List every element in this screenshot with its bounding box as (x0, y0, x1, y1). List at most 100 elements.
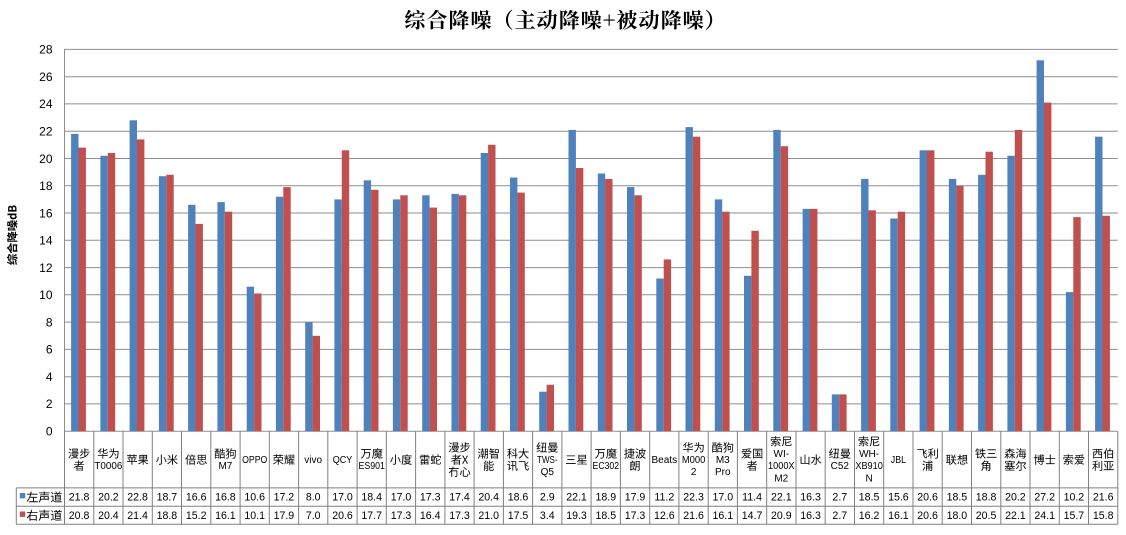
svg-text:17.4: 17.4 (449, 492, 470, 504)
svg-text:11.4: 11.4 (742, 492, 762, 504)
svg-text:10.1: 10.1 (244, 510, 265, 522)
svg-text:ES901: ES901 (358, 461, 385, 472)
svg-text:20.5: 20.5 (976, 510, 997, 522)
svg-text:M3: M3 (716, 455, 730, 466)
svg-text:2.7: 2.7 (832, 492, 847, 504)
svg-text:17.0: 17.0 (712, 492, 733, 504)
svg-text:17.0: 17.0 (332, 492, 353, 504)
svg-text:Beats: Beats (652, 455, 678, 466)
svg-text:10.2: 10.2 (1064, 492, 1085, 504)
svg-text:17.3: 17.3 (625, 510, 646, 522)
svg-text:Q5: Q5 (541, 467, 555, 478)
svg-text:20.2: 20.2 (98, 492, 119, 504)
svg-text:14.7: 14.7 (742, 510, 763, 522)
svg-text:0: 0 (46, 425, 53, 439)
svg-text:22.1: 22.1 (1005, 510, 1026, 522)
svg-text:10.6: 10.6 (244, 492, 265, 504)
svg-text:21.8: 21.8 (69, 492, 90, 504)
svg-text:4: 4 (46, 370, 53, 384)
svg-text:JBL: JBL (891, 455, 907, 466)
svg-text:15.7: 15.7 (1064, 510, 1085, 522)
svg-text:20.6: 20.6 (332, 510, 353, 522)
svg-text:8.0: 8.0 (306, 492, 321, 504)
svg-text:15.6: 15.6 (888, 492, 909, 504)
svg-text:17.2: 17.2 (274, 492, 295, 504)
svg-text:2.9: 2.9 (540, 492, 555, 504)
svg-text:18: 18 (39, 179, 53, 193)
svg-text:18.5: 18.5 (859, 492, 880, 504)
svg-text:22: 22 (39, 125, 53, 139)
svg-text:M000: M000 (682, 455, 706, 466)
svg-text:16.4: 16.4 (420, 510, 441, 522)
svg-text:20.6: 20.6 (917, 492, 938, 504)
svg-text:7.0: 7.0 (306, 510, 321, 522)
svg-text:18.9: 18.9 (595, 492, 616, 504)
svg-text:6: 6 (46, 343, 53, 357)
svg-text:17.9: 17.9 (625, 492, 646, 504)
svg-text:2: 2 (691, 467, 697, 478)
svg-text:17.3: 17.3 (449, 510, 470, 522)
svg-text:27.2: 27.2 (1034, 492, 1055, 504)
svg-text:10: 10 (39, 288, 53, 302)
svg-text:19.3: 19.3 (566, 510, 587, 522)
svg-text:T0006: T0006 (94, 461, 122, 472)
svg-text:21.6: 21.6 (683, 510, 704, 522)
svg-text:21.6: 21.6 (1093, 492, 1114, 504)
svg-text:20.6: 20.6 (917, 510, 938, 522)
svg-text:EC302: EC302 (593, 461, 620, 472)
svg-text:1000X: 1000X (768, 461, 795, 472)
svg-text:3.4: 3.4 (540, 510, 555, 522)
svg-text:17.3: 17.3 (391, 510, 412, 522)
svg-text:18.7: 18.7 (157, 492, 178, 504)
svg-text:18.8: 18.8 (976, 492, 997, 504)
svg-text:Pro: Pro (715, 467, 731, 478)
svg-text:21.4: 21.4 (127, 510, 148, 522)
svg-text:M2: M2 (774, 473, 788, 484)
svg-text:12.6: 12.6 (654, 510, 675, 522)
svg-text:16.8: 16.8 (215, 492, 236, 504)
svg-text:26: 26 (39, 70, 53, 84)
svg-text:20.4: 20.4 (98, 510, 119, 522)
svg-text:2.7: 2.7 (832, 510, 847, 522)
svg-text:WH-: WH- (859, 449, 879, 460)
svg-text:28: 28 (39, 43, 53, 57)
svg-text:M7: M7 (218, 461, 232, 472)
svg-text:18.8: 18.8 (157, 510, 178, 522)
svg-text:18.6: 18.6 (508, 492, 529, 504)
svg-text:22.1: 22.1 (771, 492, 792, 504)
svg-text:24.1: 24.1 (1034, 510, 1055, 522)
svg-text:QCY: QCY (333, 455, 353, 466)
svg-text:22.1: 22.1 (566, 492, 587, 504)
svg-text:20: 20 (39, 152, 53, 166)
svg-text:17.9: 17.9 (274, 510, 295, 522)
svg-text:8: 8 (46, 315, 53, 329)
svg-text:18.5: 18.5 (947, 492, 968, 504)
svg-text:16: 16 (39, 206, 53, 220)
svg-text:17.5: 17.5 (508, 510, 529, 522)
svg-text:WI-: WI- (774, 449, 790, 460)
svg-text:14: 14 (39, 234, 53, 248)
svg-text:16.2: 16.2 (859, 510, 880, 522)
svg-text:15.8: 15.8 (1093, 510, 1114, 522)
svg-text:OPPO: OPPO (242, 455, 267, 466)
svg-text:2: 2 (46, 397, 53, 411)
svg-text:16.1: 16.1 (712, 510, 733, 522)
svg-text:20.2: 20.2 (1005, 492, 1026, 504)
svg-text:11.2: 11.2 (654, 492, 674, 504)
svg-text:XB910: XB910 (855, 461, 883, 472)
svg-text:20.9: 20.9 (771, 510, 792, 522)
svg-text:16.6: 16.6 (186, 492, 207, 504)
svg-text:16.1: 16.1 (888, 510, 909, 522)
svg-text:16.3: 16.3 (800, 492, 821, 504)
svg-text:17.7: 17.7 (361, 510, 382, 522)
svg-text:12: 12 (39, 261, 53, 275)
svg-text:22.8: 22.8 (127, 492, 148, 504)
svg-text:vivo: vivo (304, 455, 322, 466)
svg-text:20.4: 20.4 (478, 492, 499, 504)
svg-text:21.0: 21.0 (478, 510, 499, 522)
svg-text:16.1: 16.1 (215, 510, 236, 522)
svg-text:18.0: 18.0 (947, 510, 968, 522)
svg-text:C52: C52 (831, 461, 850, 472)
svg-text:18.4: 18.4 (361, 492, 382, 504)
svg-text:20.8: 20.8 (69, 510, 90, 522)
